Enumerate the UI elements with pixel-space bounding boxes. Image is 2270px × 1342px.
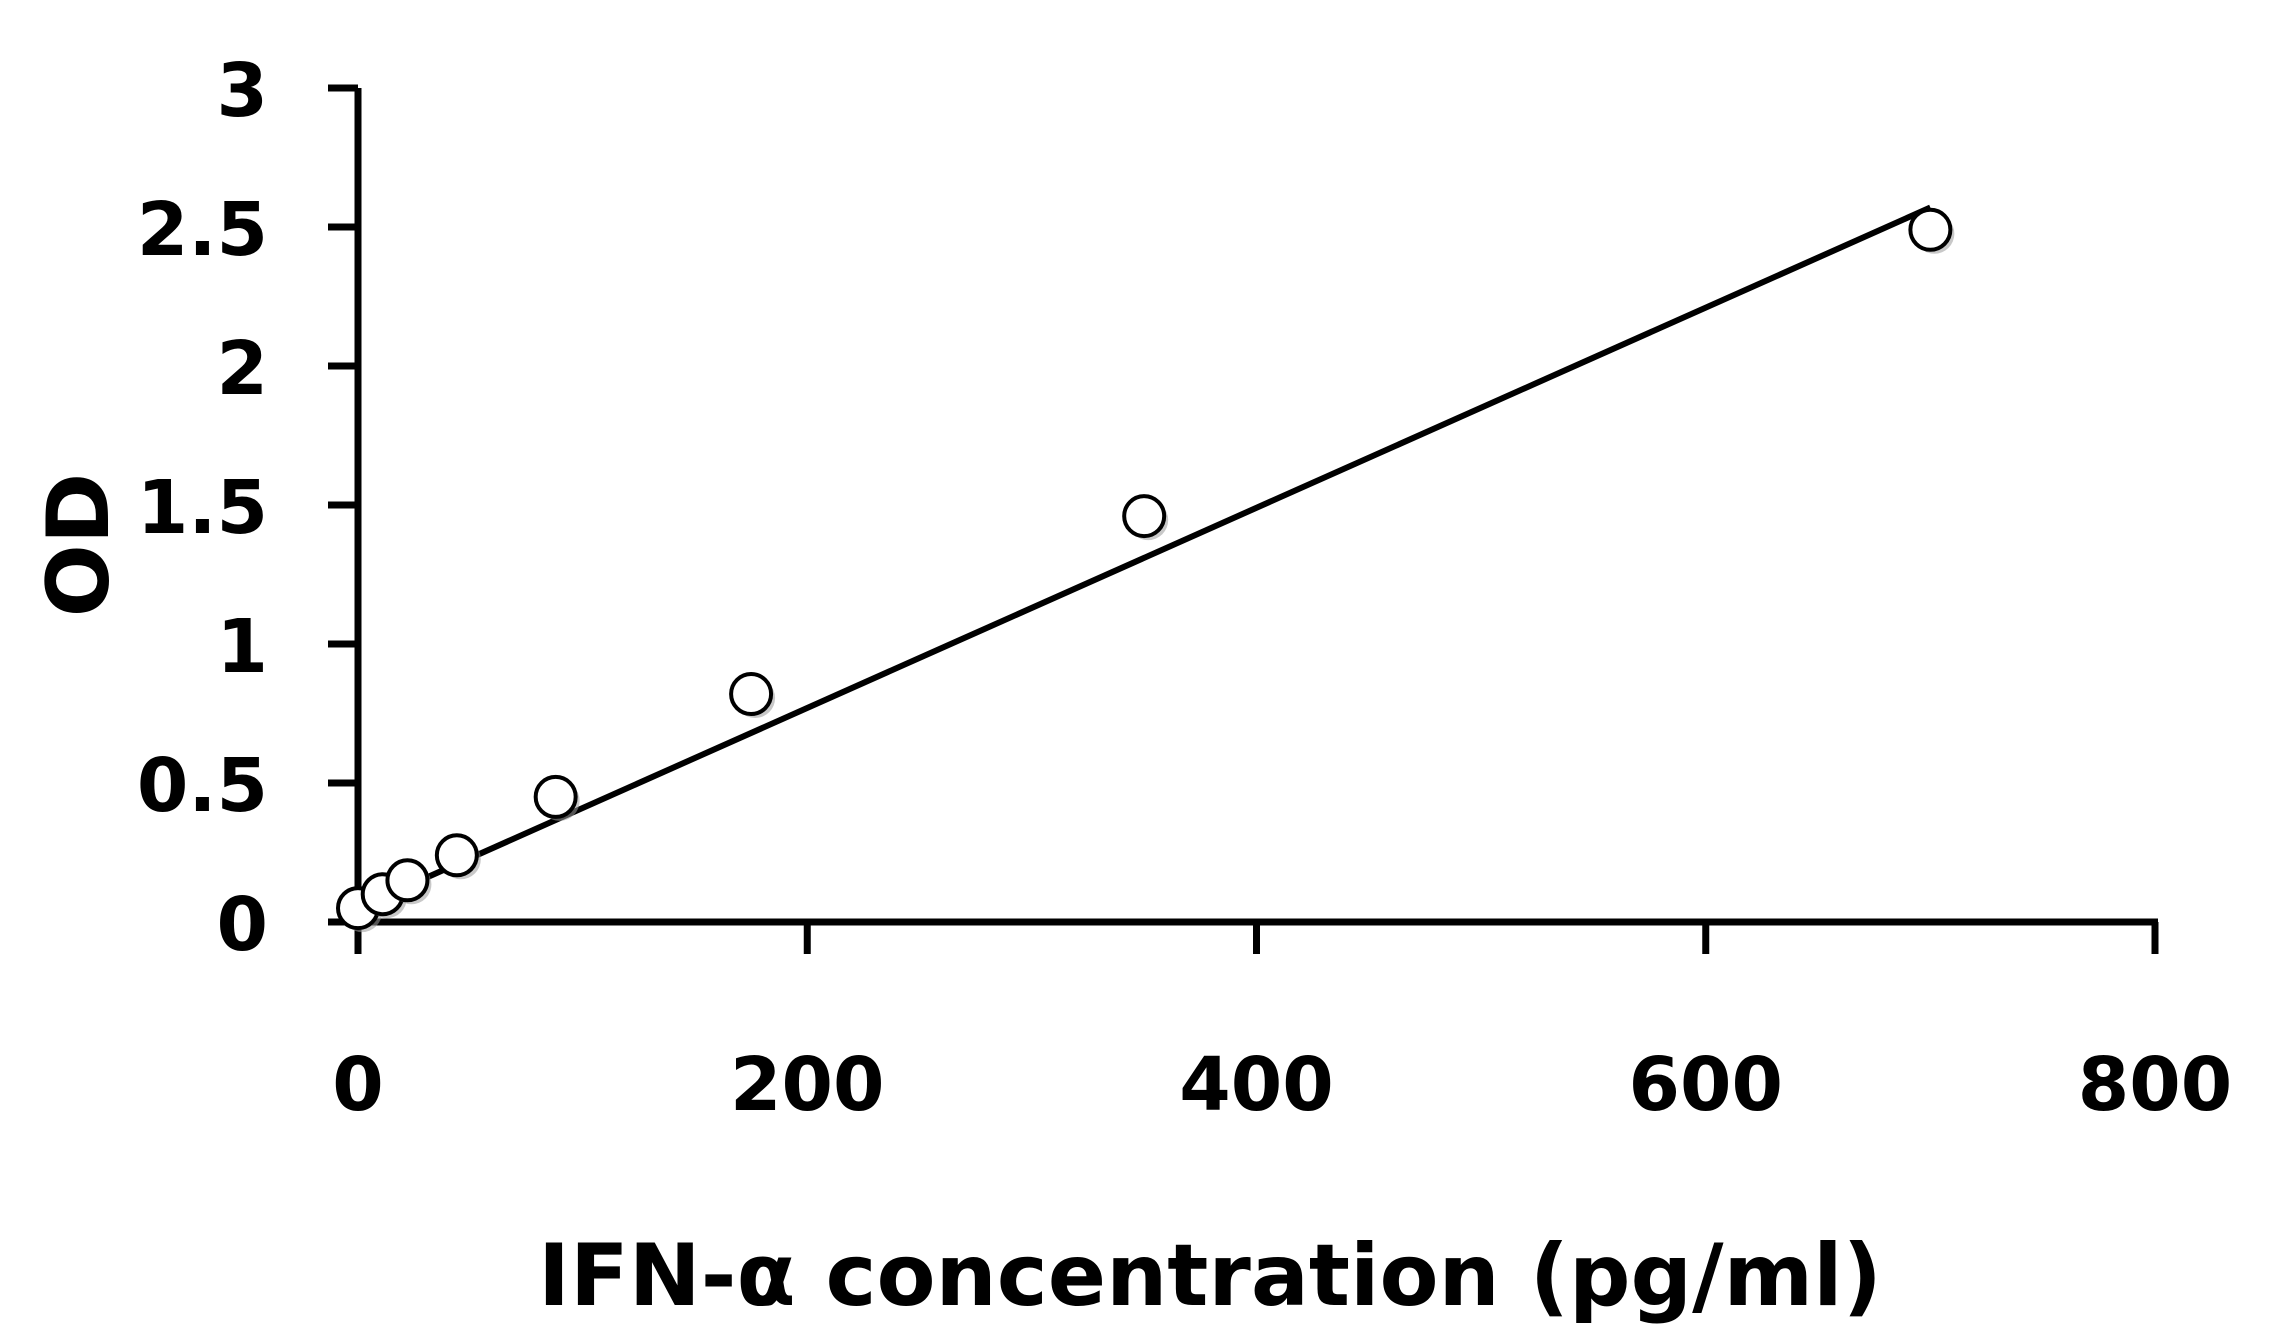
y-axis-ticks: 0 0.5 1 1.5 2 2.5 3 [137, 48, 358, 968]
y-tick-label: 2 [217, 326, 269, 412]
y-tick-label: 1 [217, 604, 269, 690]
x-axis-title: IFN-α concentration (pg/ml) [538, 1226, 1882, 1326]
data-point [729, 672, 774, 717]
data-point [1908, 207, 1953, 252]
x-axis-ticks: 0 200 400 600 800 [332, 922, 2232, 1128]
x-tick-label: 400 [1179, 1042, 1333, 1128]
x-tick-label: 600 [1629, 1042, 1783, 1128]
x-tick-label: 0 [332, 1042, 384, 1128]
trendline-group [356, 204, 1932, 911]
y-tick-label: 0 [217, 882, 269, 968]
y-tick-label: 1.5 [137, 465, 268, 551]
y-axis-title: OD [29, 473, 129, 618]
data-point [533, 774, 578, 819]
data-point [385, 858, 430, 903]
x-tick-label: 200 [730, 1042, 884, 1128]
y-tick-label: 2.5 [137, 187, 268, 273]
x-tick-label: 800 [2078, 1042, 2232, 1128]
data-point [434, 833, 479, 878]
data-points [336, 207, 1955, 933]
y-tick-label: 0.5 [137, 743, 268, 829]
trendline [356, 204, 1932, 911]
y-tick-label: 3 [217, 48, 269, 134]
data-point [1122, 494, 1167, 539]
